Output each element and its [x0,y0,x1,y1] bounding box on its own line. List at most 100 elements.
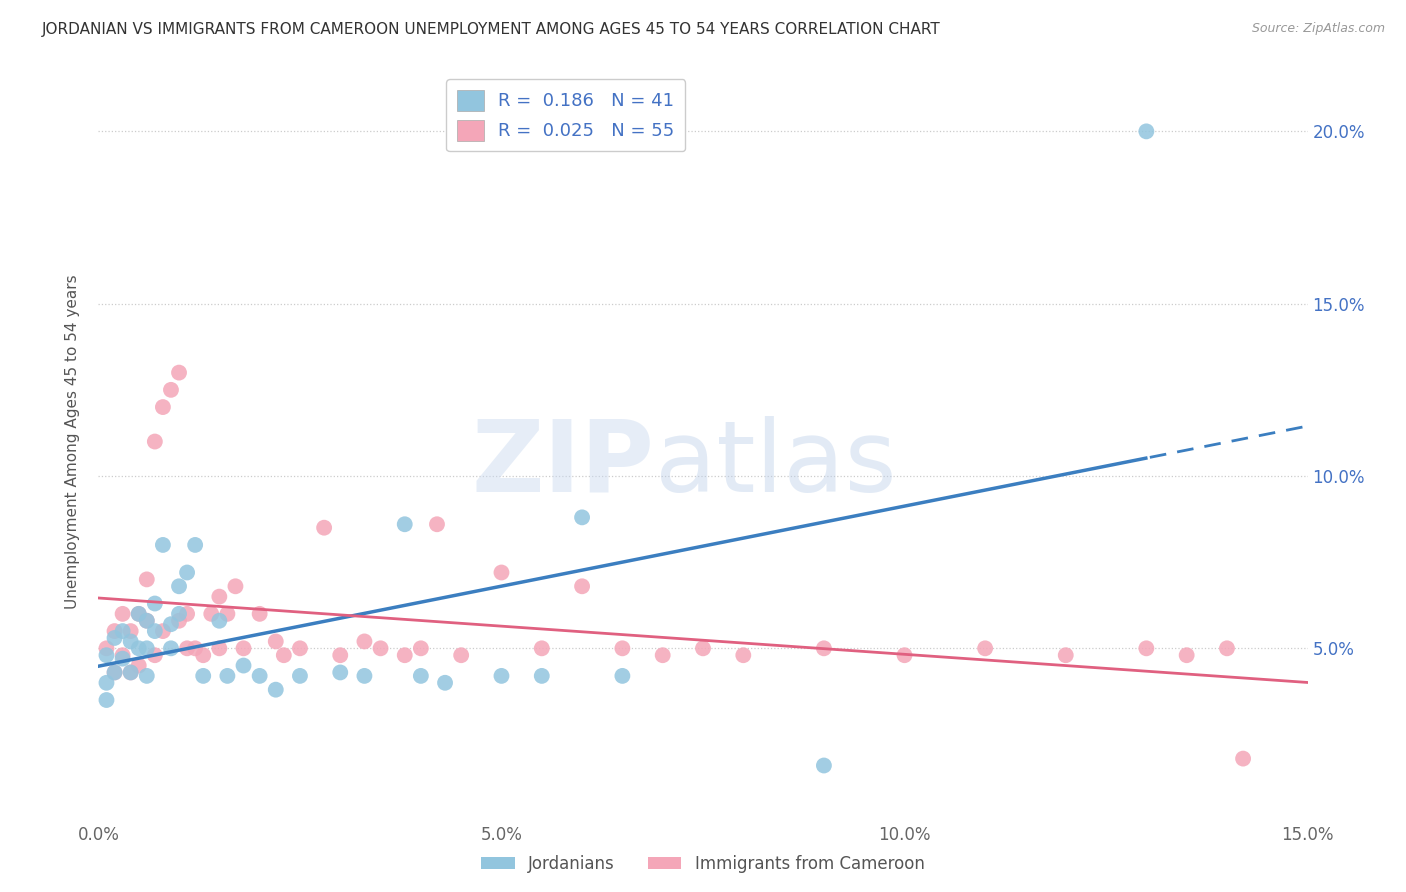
Point [184,641,207,656]
Point [135,614,157,628]
Point [128,607,150,621]
Point [450,648,472,663]
Point [612,641,634,656]
Point [409,669,432,683]
Point [103,631,125,645]
Point [651,648,673,663]
Point [273,648,295,663]
Legend: Jordanians, Immigrants from Cameroon: Jordanians, Immigrants from Cameroon [475,848,931,880]
Point [152,538,174,552]
Point [184,538,207,552]
Point [128,641,150,656]
Point [264,682,287,697]
Point [193,669,215,683]
Point [571,579,593,593]
Point [176,641,198,656]
Point [571,510,593,524]
Point [1216,641,1239,656]
Point [733,648,755,663]
Point [612,669,634,683]
Point [813,758,835,772]
Y-axis label: Unemployment Among Ages 45 to 54 years: Unemployment Among Ages 45 to 54 years [65,274,80,609]
Point [143,434,166,449]
Point [128,607,150,621]
Point [232,641,254,656]
Point [893,648,915,663]
Point [264,634,287,648]
Point [491,669,513,683]
Point [143,597,166,611]
Point [314,521,336,535]
Point [1232,751,1254,765]
Text: JORDANIAN VS IMMIGRANTS FROM CAMEROON UNEMPLOYMENT AMONG AGES 45 TO 54 YEARS COR: JORDANIAN VS IMMIGRANTS FROM CAMEROON UN… [42,22,941,37]
Point [249,669,271,683]
Point [329,665,352,680]
Point [224,579,246,593]
Point [120,634,142,648]
Point [103,665,125,680]
Point [96,693,118,707]
Point [96,675,118,690]
Point [152,400,174,414]
Point [111,607,134,621]
Point [135,641,157,656]
Text: Source: ZipAtlas.com: Source: ZipAtlas.com [1251,22,1385,36]
Point [103,665,125,680]
Point [813,641,835,656]
Point [353,634,375,648]
Point [232,658,254,673]
Point [426,517,449,532]
Point [96,648,118,663]
Point [1135,124,1157,138]
Point [217,607,239,621]
Point [530,641,553,656]
Point [409,641,432,656]
Point [974,641,997,656]
Point [120,665,142,680]
Point [152,624,174,639]
Point [208,614,231,628]
Point [434,675,457,690]
Point [96,641,118,656]
Point [200,607,222,621]
Point [249,607,271,621]
Point [208,641,231,656]
Point [135,669,157,683]
Point [329,648,352,663]
Point [176,607,198,621]
Point [160,617,183,632]
Point [370,641,392,656]
Point [160,641,183,656]
Point [530,669,553,683]
Point [135,614,157,628]
Point [167,579,190,593]
Point [111,651,134,665]
Point [103,624,125,639]
Point [167,366,190,380]
Point [135,573,157,587]
Point [1175,648,1198,663]
Point [217,669,239,683]
Point [1054,648,1077,663]
Legend: R =  0.186   N = 41, R =  0.025   N = 55: R = 0.186 N = 41, R = 0.025 N = 55 [446,79,686,152]
Text: ZIP: ZIP [472,416,655,513]
Point [160,383,183,397]
Point [120,665,142,680]
Point [394,648,416,663]
Point [111,648,134,663]
Text: atlas: atlas [655,416,896,513]
Point [143,648,166,663]
Point [176,566,198,580]
Point [1135,641,1157,656]
Point [167,607,190,621]
Point [288,641,311,656]
Point [692,641,714,656]
Point [167,614,190,628]
Point [111,624,134,639]
Point [208,590,231,604]
Point [394,517,416,532]
Point [193,648,215,663]
Point [353,669,375,683]
Point [288,669,311,683]
Point [120,624,142,639]
